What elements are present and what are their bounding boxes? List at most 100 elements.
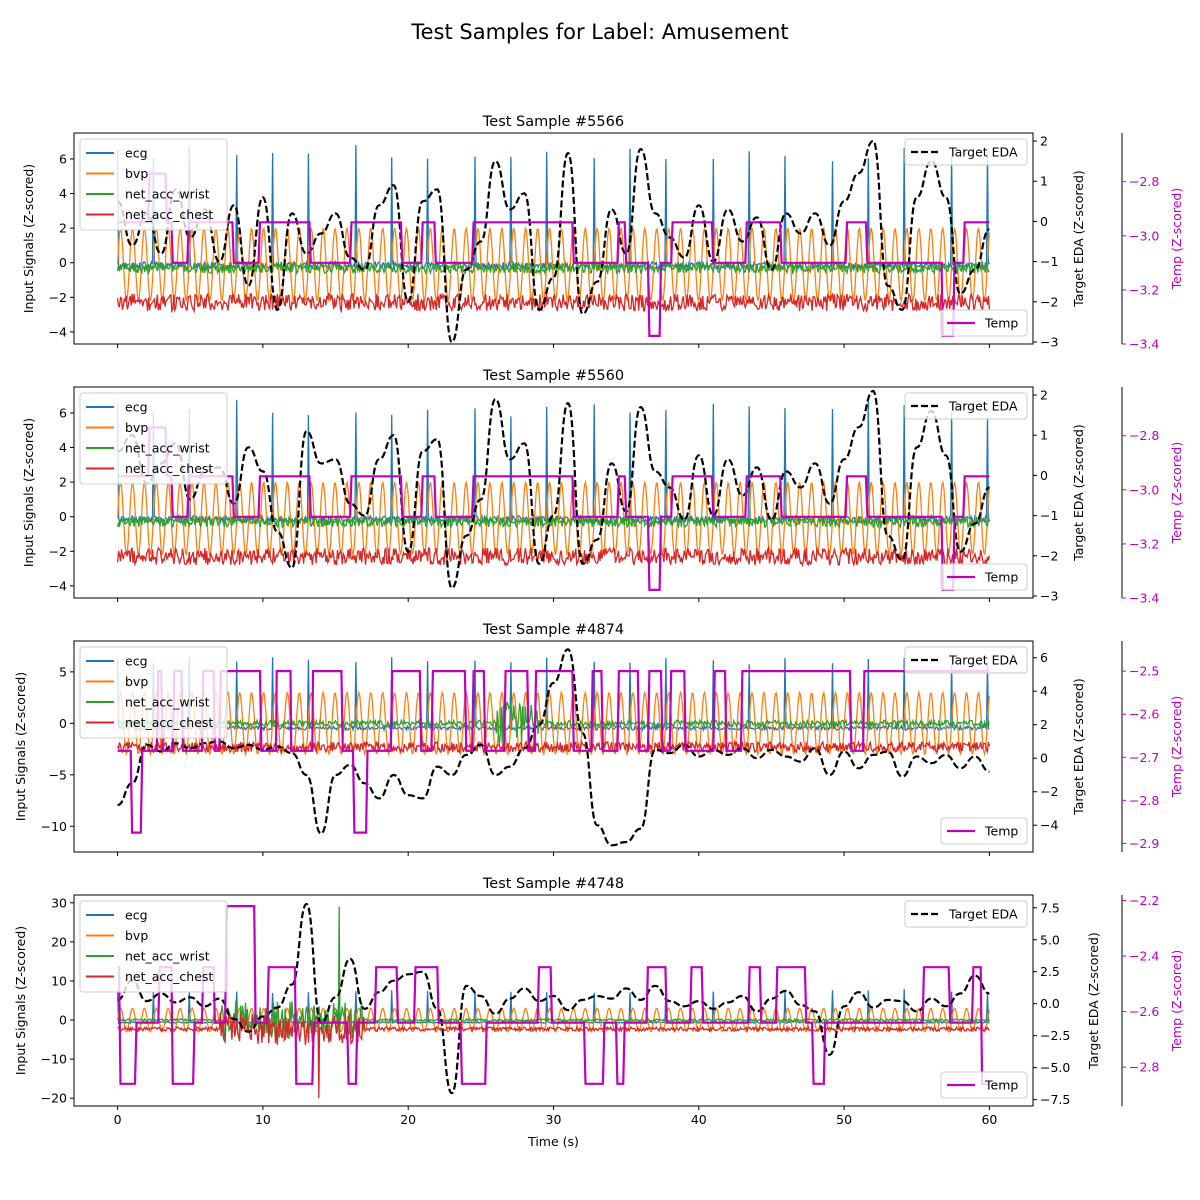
legend-label-temp: Temp (984, 316, 1018, 331)
subplot-3: Test Sample #4874 −10 −5 0 5 Input Signals (Z… (13, 622, 1184, 856)
temp-y-axis-label: Temp (Z-scored) (1169, 188, 1184, 290)
legend-label-bvp: bvp (125, 166, 148, 181)
eda-y-tick-label: 5.0 (1040, 932, 1060, 947)
x-tick-label: 60 (981, 1112, 997, 1127)
legend-box (79, 392, 228, 485)
net-acc-chest-series-line (116, 545, 991, 568)
plot-area (116, 139, 991, 344)
net-acc-chest-spike (317, 1027, 321, 1099)
ecg-series-line (116, 145, 990, 272)
legend-label-temp: Temp (984, 570, 1018, 585)
x-axis-label: Time (s) (527, 1134, 579, 1149)
legend-label-temp: Temp (984, 824, 1018, 839)
temp-y-axis-label: Temp (Z-scored) (1169, 950, 1184, 1052)
left-y-tick-label: −10 (41, 819, 67, 834)
temp-y-tick-label: −3.0 (1129, 482, 1159, 497)
x-tick-label: 40 (691, 1112, 707, 1127)
legend-label-net-acc-wrist: net_acc_wrist (125, 695, 210, 710)
legend-label-target-eda: Target EDA (948, 145, 1018, 160)
subplot-title: Test Sample #5560 (482, 368, 624, 384)
temp-y-tick-label: −3.2 (1129, 536, 1159, 551)
temp-y-axis-label: Temp (Z-scored) (1169, 696, 1184, 798)
legend-eda: Target EDA (904, 138, 1028, 166)
left-y-tick-label: −5 (49, 767, 67, 782)
eda-y-tick-label: 2 (1040, 134, 1048, 149)
legend-label-bvp: bvp (125, 420, 148, 435)
eda-y-tick-label: 2 (1040, 388, 1048, 403)
eda-y-tick-label: 1 (1040, 428, 1048, 443)
legend-label-bvp: bvp (125, 928, 148, 943)
legend-box (904, 392, 1028, 420)
legend-label-ecg: ecg (125, 146, 148, 161)
left-y-tick-label: 4 (59, 186, 67, 201)
temp-y-tick-label: −2.8 (1129, 1060, 1159, 1075)
legend-box (940, 817, 1028, 845)
left-y-tick-label: 4 (59, 440, 67, 455)
left-y-tick-label: −20 (41, 1091, 67, 1106)
temp-series-line (117, 172, 990, 337)
eda-y-tick-label: −2 (1040, 784, 1058, 799)
legend-label-net-acc-chest: net_acc_chest (125, 207, 213, 222)
legend-label-net-acc-chest: net_acc_chest (125, 715, 213, 730)
x-tick-label: 0 (114, 1112, 122, 1127)
subplot-title: Test Sample #5566 (482, 114, 624, 130)
legend-label-net-acc-chest: net_acc_chest (125, 461, 213, 476)
eda-y-tick-label: −7.5 (1040, 1092, 1070, 1107)
temp-y-tick-label: −2.8 (1129, 174, 1159, 189)
temp-y-tick-label: −2.2 (1129, 893, 1159, 908)
temp-y-tick-label: −3.4 (1129, 591, 1159, 606)
eda-y-tick-label: −5.0 (1040, 1060, 1070, 1075)
ecg-series-line (116, 399, 991, 526)
eda-y-tick-label: 2.5 (1040, 964, 1060, 979)
legend-inputs: ecg bvp net_acc_wrist net_acc_chest (79, 138, 228, 231)
legend-label-net-acc-wrist: net_acc_wrist (125, 441, 210, 456)
legend-box (79, 138, 228, 231)
eda-y-tick-label: 0 (1040, 468, 1048, 483)
legend-label-net-acc-chest: net_acc_chest (125, 969, 213, 984)
temp-y-tick-label: −3.0 (1129, 228, 1159, 243)
bvp-series-line (116, 479, 991, 558)
target-eda-series-line (117, 389, 990, 590)
legend-temp: Temp (940, 1071, 1028, 1099)
legend-inputs: ecg bvp net_acc_wrist net_acc_chest (79, 646, 228, 739)
left-y-tick-label: 5 (59, 664, 67, 679)
eda-y-axis-label: Target EDA (Z-scored) (1086, 932, 1101, 1070)
x-tick-label: 30 (546, 1112, 562, 1127)
legend-label-ecg: ecg (125, 908, 148, 923)
subplot-title: Test Sample #4874 (482, 622, 624, 638)
legend-label-target-eda: Target EDA (948, 399, 1018, 414)
legend-eda: Target EDA (904, 900, 1028, 928)
x-tick-label: 50 (836, 1112, 852, 1127)
temp-series-line (117, 426, 990, 591)
eda-y-tick-label: 0.0 (1040, 996, 1060, 1011)
legend-box (940, 309, 1028, 337)
left-y-axis-label: Input Signals (Z-scored) (21, 418, 36, 567)
temp-y-axis-label: Temp (Z-scored) (1169, 442, 1184, 544)
target-eda-series-line (117, 902, 990, 1095)
temp-y-tick-label: −2.6 (1129, 1004, 1159, 1019)
legend-label-net-acc-wrist: net_acc_wrist (125, 949, 210, 964)
eda-y-tick-label: 7.5 (1040, 900, 1060, 915)
legend-label-ecg: ecg (125, 400, 148, 415)
plot-area (116, 902, 991, 1099)
net-acc-wrist-series-line (117, 1000, 990, 1040)
legend-box (904, 900, 1028, 928)
temp-y-tick-label: −2.4 (1129, 949, 1159, 964)
left-y-tick-label: 10 (51, 973, 67, 988)
legend-label-net-acc-wrist: net_acc_wrist (125, 187, 210, 202)
left-y-tick-label: −2 (49, 544, 67, 559)
left-y-axis-label: Input Signals (Z-scored) (13, 926, 28, 1075)
eda-y-tick-label: 2 (1040, 717, 1048, 732)
eda-y-tick-label: 0 (1040, 751, 1048, 766)
x-tick-label: 20 (400, 1112, 416, 1127)
subplot-1: Test Sample #5566 −4 −2 0 2 4 6 Input Signals (… (21, 114, 1184, 352)
left-y-tick-label: 0 (59, 1013, 67, 1028)
net-acc-wrist-series-line (116, 514, 990, 530)
eda-y-axis-label: Target EDA (Z-scored) (1071, 424, 1086, 562)
figure-title: Test Samples for Label: Amusement (411, 20, 789, 44)
left-y-tick-label: −4 (49, 324, 67, 339)
legend-box (940, 1071, 1028, 1099)
legend-label-bvp: bvp (125, 674, 148, 689)
left-y-tick-label: 2 (59, 221, 67, 236)
temp-y-tick-label: −2.6 (1129, 707, 1159, 722)
